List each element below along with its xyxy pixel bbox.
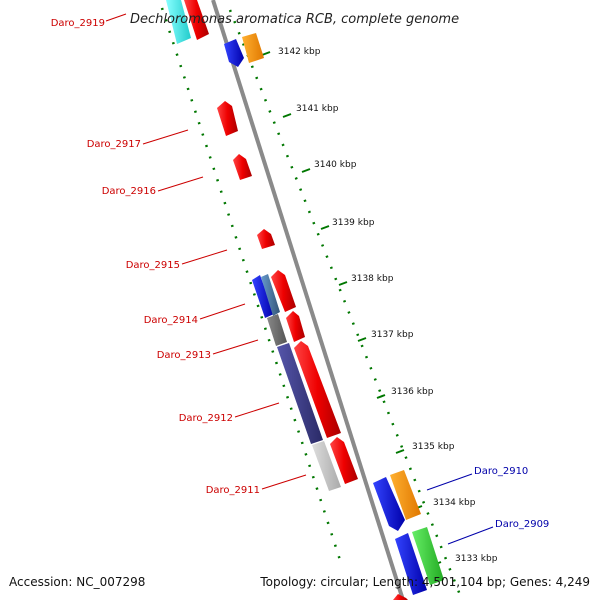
connector-daro-2919 (105, 13, 127, 22)
connector-daro-2911 (261, 474, 307, 490)
ruler-tick (261, 51, 271, 56)
gene-feature-daro-2913[interactable] (267, 314, 287, 346)
ruler-tick (395, 449, 405, 454)
ruler-label: 3142 kbp (278, 47, 321, 57)
gene-feature-red[interactable] (393, 594, 408, 600)
gene-feature-red[interactable] (330, 437, 358, 484)
gene-feature-daro-2910-b[interactable] (390, 470, 421, 520)
gene-label-daro-2916[interactable]: Daro_2916 (102, 186, 156, 197)
gene-feature-daro-2914-b[interactable] (261, 274, 280, 316)
gene-label-daro-2911[interactable]: Daro_2911 (206, 485, 260, 496)
gene-feature-daro-2914[interactable] (252, 275, 274, 318)
connector-daro-2916 (157, 176, 204, 192)
connector-daro-2910 (426, 473, 473, 491)
gene-label-daro-2909[interactable]: Daro_2909 (495, 519, 549, 530)
label-connectors (105, 13, 494, 545)
ruler-labels: 3142 kbp 3141 kbp 3140 kbp 3139 kbp 3138… (278, 47, 498, 564)
gene-feature-daro-2916[interactable] (233, 154, 252, 180)
ruler-tick (357, 337, 367, 342)
connector-daro-2915 (181, 249, 228, 265)
ruler-label: 3140 kbp (314, 160, 357, 170)
gene-label-daro-2912[interactable]: Daro_2912 (179, 413, 233, 424)
gene-label-daro-2919[interactable]: Daro_2919 (51, 18, 105, 29)
genome-info-text: Topology: circular; Length: 4,501,104 bp… (259, 575, 590, 589)
gene-feature-daro-2911[interactable] (312, 441, 341, 491)
connector-daro-2909 (447, 526, 494, 545)
gene-features (166, 0, 444, 600)
gene-label-daro-2910[interactable]: Daro_2910 (474, 466, 528, 477)
connector-daro-2913 (212, 339, 259, 355)
genome-title: Dechloromonas aromatica RCB, complete ge… (130, 12, 459, 27)
connector-daro-2917 (142, 129, 189, 145)
ruler-label: 3138 kbp (351, 274, 394, 284)
ruler-label: 3136 kbp (391, 387, 434, 397)
gene-feature-red[interactable] (271, 270, 296, 312)
gene-label-daro-2914[interactable]: Daro_2914 (144, 315, 198, 326)
genome-backbone (211, 0, 405, 600)
gene-label-daro-2913[interactable]: Daro_2913 (157, 350, 211, 361)
gene-feature-daro-2909-b[interactable] (412, 527, 444, 585)
gene-feature-daro-2915[interactable] (257, 229, 275, 249)
ruler-label: 3133 kbp (455, 554, 498, 564)
ruler-tick (282, 113, 292, 118)
ruler-tick (301, 168, 311, 173)
ruler-label: 3134 kbp (433, 498, 476, 508)
gene-feature-orange[interactable] (242, 33, 264, 63)
accession-text: Accession: NC_007298 (9, 575, 145, 589)
gene-label-daro-2915[interactable]: Daro_2915 (126, 260, 180, 271)
gene-feature-cyan[interactable] (166, 0, 191, 44)
gene-labels: Daro_2919 Daro_2917 Daro_2916 Daro_2915 … (51, 18, 550, 530)
ruler-label: 3135 kbp (412, 442, 455, 452)
ruler-label: 3137 kbp (371, 330, 414, 340)
gene-feature-blue[interactable] (224, 39, 244, 67)
gene-feature-daro-2909[interactable] (395, 533, 427, 595)
kbp-ruler-line (228, 9, 464, 600)
gene-feature-red[interactable] (294, 341, 341, 438)
gene-feature-daro-2912[interactable] (277, 343, 323, 444)
gene-feature-daro-2917[interactable] (217, 101, 238, 136)
ruler-label: 3139 kbp (332, 218, 375, 228)
reverse-strand-guide (160, 7, 342, 561)
ruler-tick (338, 281, 348, 286)
gene-feature-daro-2910[interactable] (373, 477, 405, 531)
gene-label-daro-2917[interactable]: Daro_2917 (87, 139, 141, 150)
gene-feature-red[interactable] (184, 0, 209, 40)
ruler-tick (320, 225, 330, 230)
connector-daro-2914 (199, 303, 246, 320)
ruler-tick (376, 394, 386, 399)
ruler-label: 3141 kbp (296, 104, 339, 114)
gene-feature-red[interactable] (286, 311, 305, 342)
connector-daro-2912 (234, 402, 280, 418)
